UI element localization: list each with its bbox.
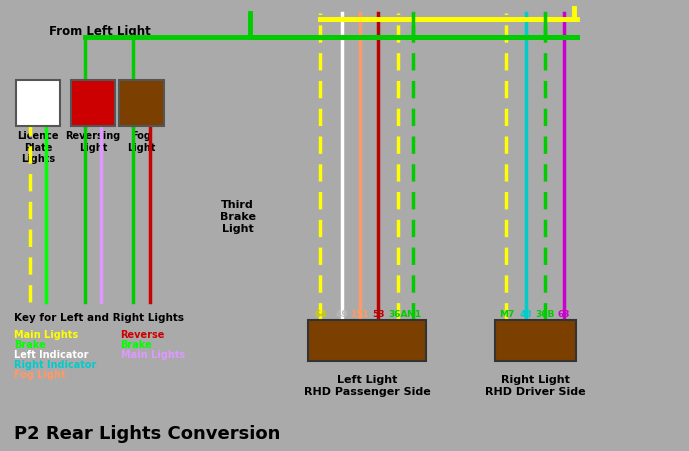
Text: Reversing
Light: Reversing Light [65,131,121,152]
Text: 48: 48 [520,309,532,318]
Text: Right Light
RHD Driver Side: Right Light RHD Driver Side [485,374,586,396]
Text: 64: 64 [314,309,327,318]
Text: Right Indicator: Right Indicator [14,359,96,369]
Text: Left Light
RHD Passenger Side: Left Light RHD Passenger Side [304,374,430,396]
Text: From Left Light: From Left Light [49,25,151,38]
Text: Third
Brake
Light: Third Brake Light [220,200,256,233]
Text: M7: M7 [499,309,514,318]
Text: P2 Rear Lights Conversion: P2 Rear Lights Conversion [14,424,280,442]
Text: Key for Left and Right Lights: Key for Left and Right Lights [14,313,184,322]
FancyBboxPatch shape [15,81,61,126]
Text: Main Lights: Main Lights [14,330,78,340]
Text: M1: M1 [406,309,421,318]
Text: Reverse: Reverse [121,330,165,340]
Text: Fog
Light: Fog Light [127,131,156,152]
Text: Brake: Brake [121,340,152,350]
Text: 151: 151 [350,309,369,318]
FancyBboxPatch shape [495,320,576,361]
Text: Fog Light: Fog Light [14,369,65,379]
Text: 49: 49 [336,309,348,318]
FancyBboxPatch shape [71,81,116,126]
Text: Brake: Brake [14,340,45,350]
FancyBboxPatch shape [119,81,164,126]
Text: Main Lights: Main Lights [121,350,185,359]
FancyBboxPatch shape [308,320,426,361]
Text: 36B: 36B [535,309,555,318]
Text: Licence
Plate
Lights: Licence Plate Lights [17,131,59,164]
Text: 63: 63 [557,309,570,318]
Text: 53: 53 [372,309,384,318]
Text: Left Indicator: Left Indicator [14,350,88,359]
Text: 36A: 36A [389,309,408,318]
